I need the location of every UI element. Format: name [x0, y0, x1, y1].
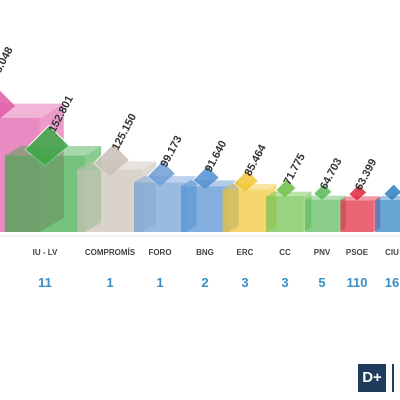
- value-label: 71.775: [282, 152, 308, 187]
- box-lid: [77, 161, 156, 170]
- envelope: [347, 183, 368, 202]
- value-label: 85.464: [242, 142, 269, 178]
- category-label: ERC: [237, 248, 254, 257]
- ballot-box: [77, 169, 143, 232]
- box-lid: [222, 183, 277, 190]
- envelope: [312, 182, 333, 202]
- seats-label: 5: [318, 275, 325, 290]
- category-label: FORO: [148, 248, 171, 257]
- box-lid: [375, 195, 400, 200]
- category-label: PSOE: [346, 248, 369, 257]
- category-label: IU - LV: [33, 248, 58, 257]
- value-label: 228.048: [0, 45, 16, 86]
- seats-label: 1: [156, 275, 163, 290]
- seats-label: 3: [241, 275, 248, 290]
- seats-label: 110: [347, 275, 368, 290]
- seats-label: 3: [281, 275, 288, 290]
- ballot-box: [222, 189, 268, 232]
- category-label: CC: [279, 248, 291, 257]
- ballot-box: [340, 200, 374, 232]
- logo-bar: [392, 364, 394, 392]
- envelope: [0, 89, 17, 120]
- envelope: [233, 169, 260, 193]
- value-label: 125.150: [110, 112, 139, 153]
- ballot-box: [133, 182, 187, 232]
- value-label: 99.173: [158, 134, 184, 169]
- logo-box: [358, 364, 386, 392]
- seats-label: 11: [38, 275, 52, 290]
- category-label: PNV: [314, 248, 331, 257]
- category-label: BNG: [196, 248, 214, 257]
- value-label: 64.703: [318, 156, 344, 191]
- category-label: CIU: [385, 248, 399, 257]
- box-lid: [180, 180, 239, 187]
- ballot-box: [375, 200, 400, 232]
- value-label: 91.640: [203, 139, 229, 174]
- logo: D+: [362, 369, 382, 386]
- value-label: 63.399: [353, 157, 379, 192]
- ballot-box: [180, 186, 230, 232]
- category-label: COMPROMÍS: [85, 248, 136, 257]
- envelope: [382, 183, 400, 202]
- ballot-box: [305, 199, 339, 232]
- box-lid: [0, 103, 64, 118]
- ballot-box: [4, 155, 86, 232]
- box-lid: [133, 176, 197, 183]
- seats-label: 1: [106, 275, 113, 290]
- seats-label: 16: [385, 275, 399, 290]
- ballot-box: [266, 196, 304, 232]
- box-lid: [340, 196, 381, 201]
- box-lid: [4, 145, 102, 156]
- box-lid: [305, 195, 346, 200]
- seats-label: 2: [201, 275, 208, 290]
- box-lid: [266, 191, 312, 197]
- envelope: [274, 178, 298, 199]
